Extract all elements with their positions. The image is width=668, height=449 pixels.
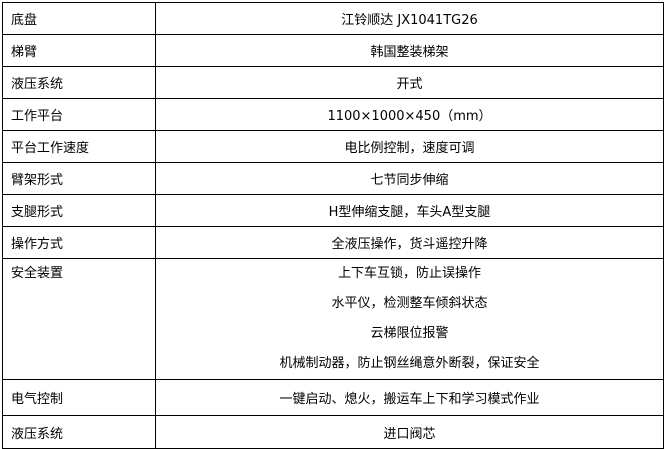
- table-row: 梯臂 韩国整装梯架: [2, 34, 664, 67]
- spec-value: 1100×1000×450（mm）: [155, 98, 664, 131]
- table-row: 臂架形式 七节同步伸缩: [2, 162, 664, 195]
- table-row: 液压系统 开式: [2, 66, 664, 99]
- spec-label: 梯臂: [2, 34, 156, 67]
- safety-item: 水平仪，检测整车倾斜状态: [331, 296, 488, 311]
- table-row-safety: 安全装置 上下车互锁，防止误操作 水平仪，检测整车倾斜状态 云梯限位报警 机械制…: [2, 258, 664, 380]
- safety-label: 安全装置: [11, 266, 64, 281]
- spec-value: H型伸缩支腿，车头A型支腿: [155, 194, 664, 227]
- spec-value: 一键启动、熄火，搬运车上下和学习模式作业: [155, 379, 664, 416]
- spec-label: 安全装置: [2, 258, 156, 380]
- table-row: 操作方式 全液压操作，货斗遥控升降: [2, 226, 664, 259]
- spec-label: 底盘: [2, 2, 156, 35]
- spec-label: 支腿形式: [2, 194, 156, 227]
- spec-value: 韩国整装梯架: [155, 34, 664, 67]
- spec-value: 七节同步伸缩: [155, 162, 664, 195]
- table-row: 液压系统 进口阀芯: [2, 415, 664, 449]
- spec-label: 操作方式: [2, 226, 156, 259]
- spec-value: 开式: [155, 66, 664, 99]
- spec-label: 液压系统: [2, 66, 156, 99]
- table-row: 平台工作速度 电比例控制，速度可调: [2, 130, 664, 163]
- spec-value: 进口阀芯: [155, 415, 664, 449]
- table-row: 支腿形式 H型伸缩支腿，车头A型支腿: [2, 194, 664, 227]
- table-row: 底盘 江铃顺达 JX1041TG26: [2, 2, 664, 35]
- spec-value: 江铃顺达 JX1041TG26: [155, 2, 664, 35]
- spec-value: 全液压操作，货斗遥控升降: [155, 226, 664, 259]
- safety-item: 机械制动器，防止钢丝绳意外断裂，保证安全: [279, 356, 540, 371]
- safety-item: 上下车互锁，防止误操作: [337, 266, 481, 281]
- safety-item: 云梯限位报警: [370, 326, 449, 341]
- spec-label: 平台工作速度: [2, 130, 156, 163]
- spec-label: 工作平台: [2, 98, 156, 131]
- spec-label: 液压系统: [2, 415, 156, 449]
- table-row: 电气控制 一键启动、熄火，搬运车上下和学习模式作业: [2, 379, 664, 416]
- spec-value: 电比例控制，速度可调: [155, 130, 664, 163]
- spec-value: 上下车互锁，防止误操作 水平仪，检测整车倾斜状态 云梯限位报警 机械制动器，防止…: [155, 258, 664, 380]
- spec-label: 臂架形式: [2, 162, 156, 195]
- table-row: 工作平台 1100×1000×450（mm）: [2, 98, 664, 131]
- spec-label: 电气控制: [2, 379, 156, 416]
